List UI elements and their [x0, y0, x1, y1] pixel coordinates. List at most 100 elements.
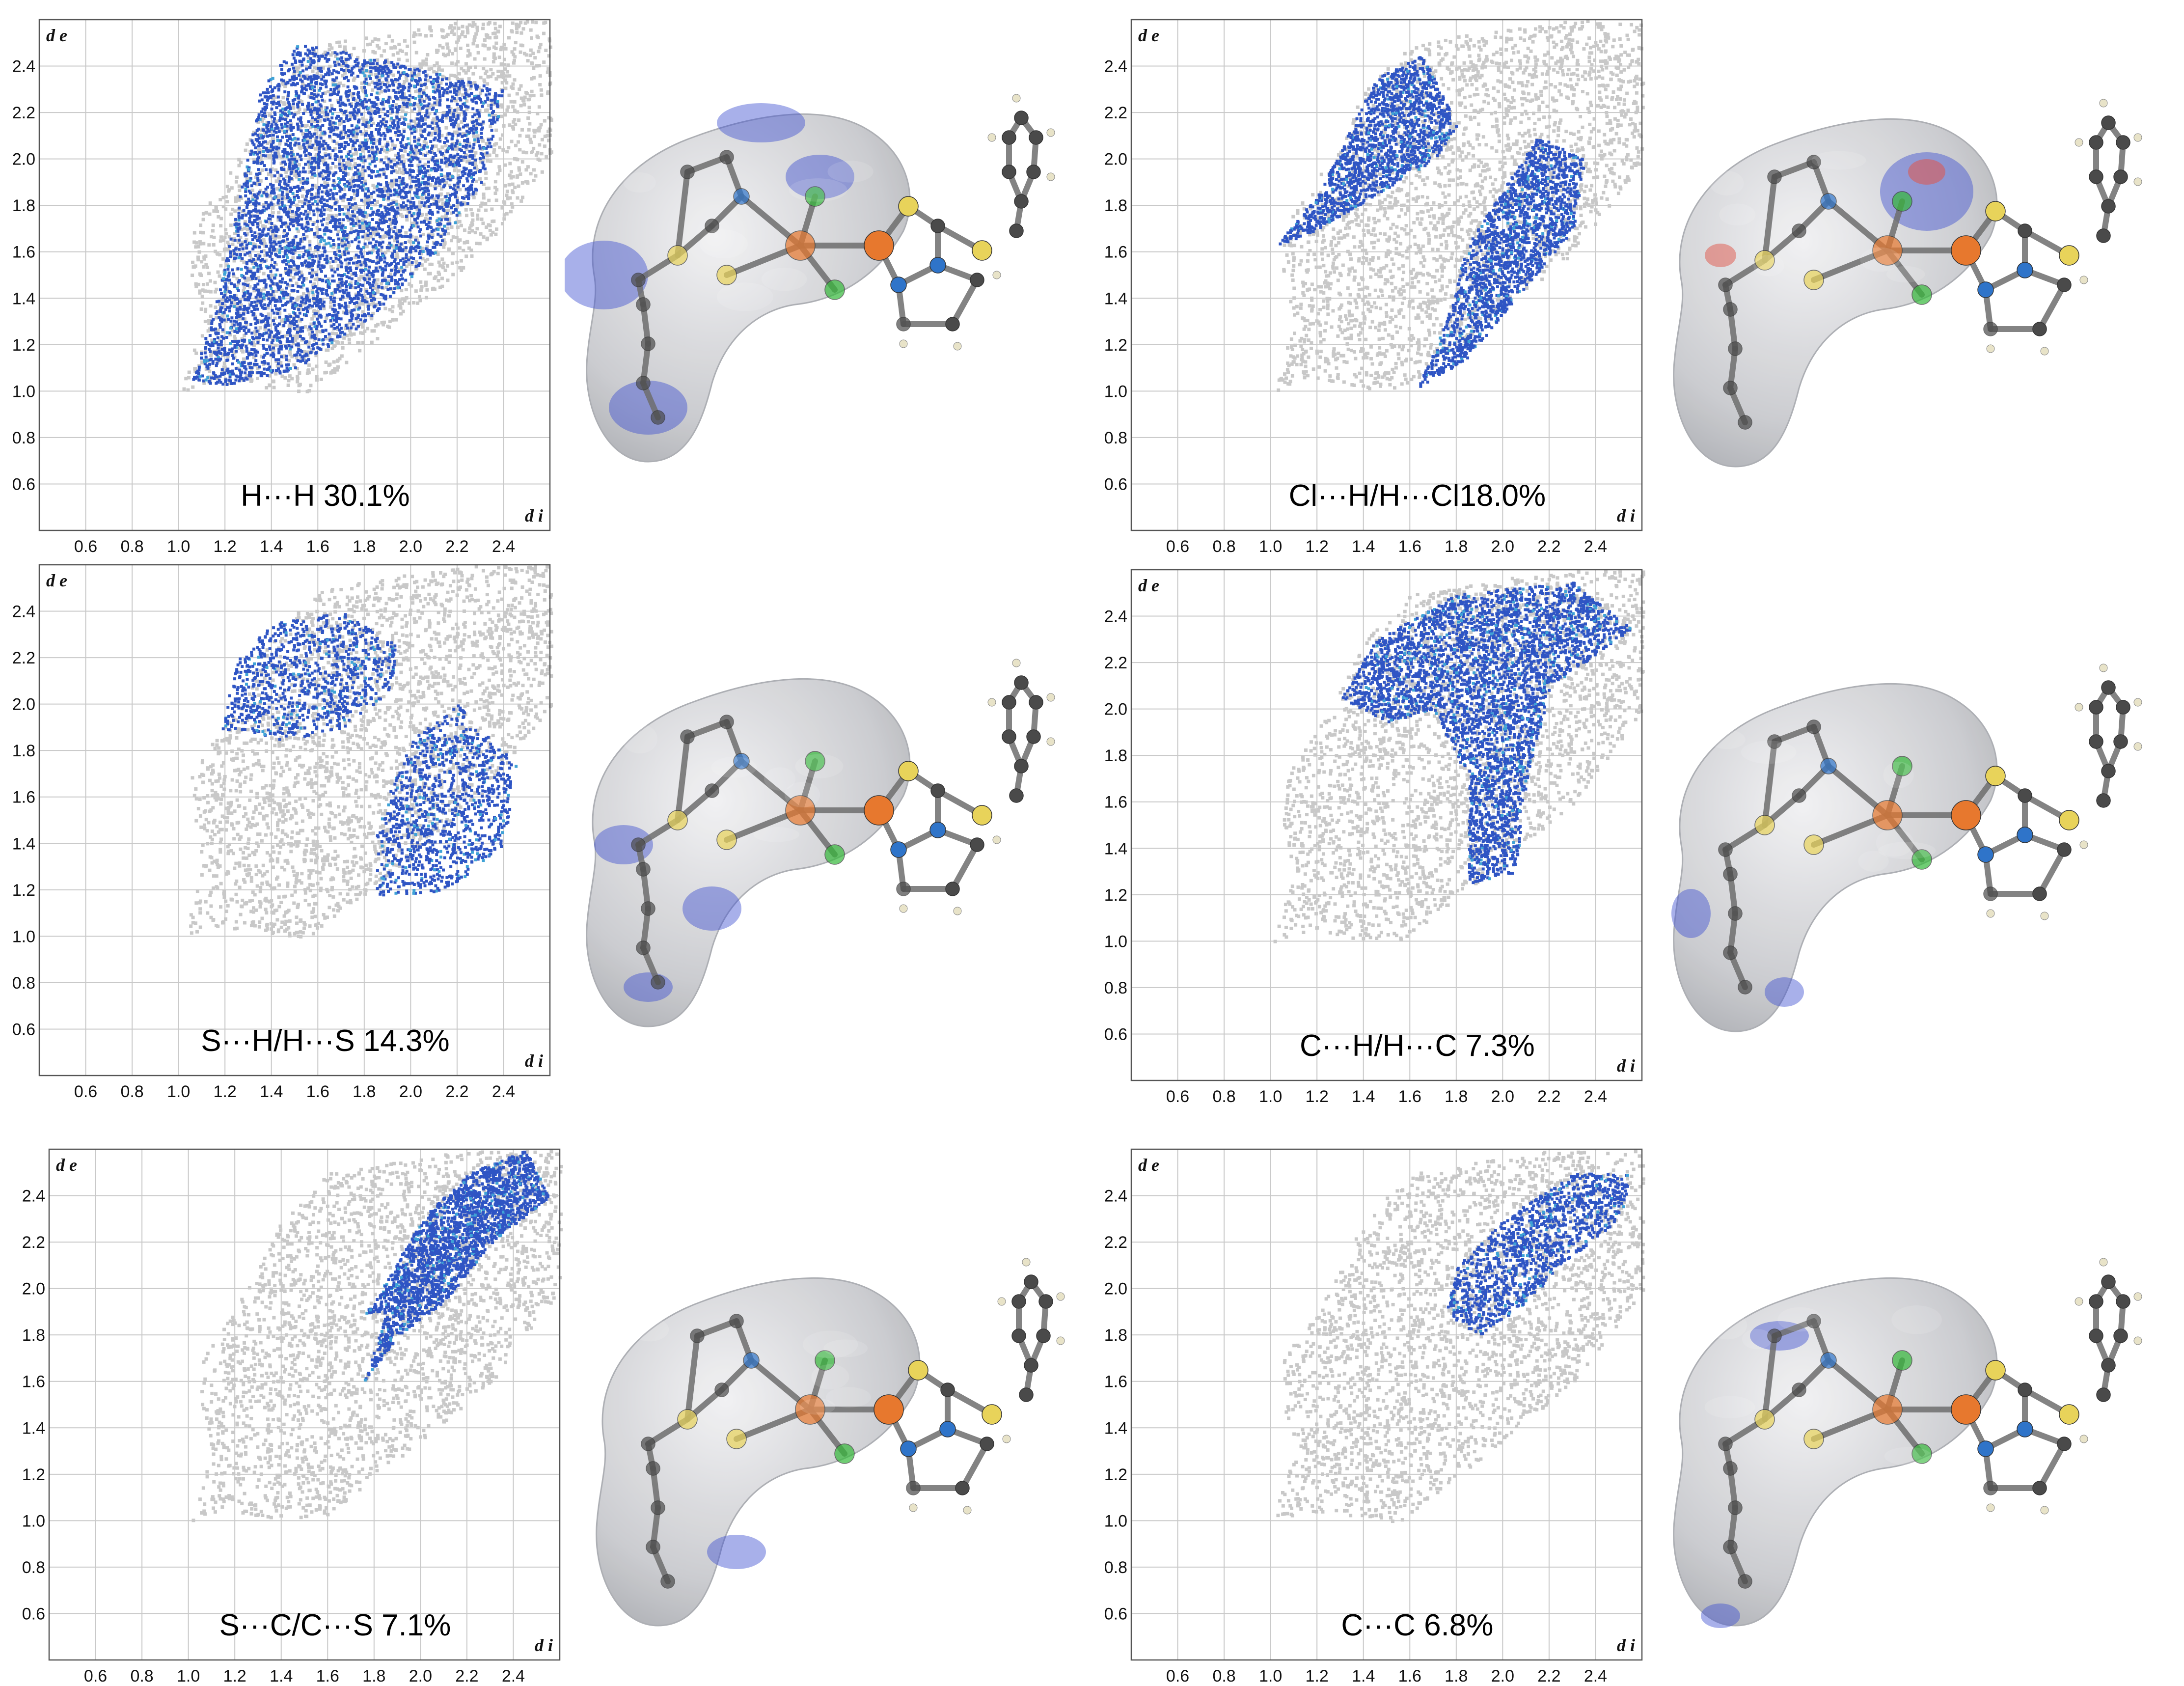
- background-point: [239, 303, 243, 307]
- background-point: [221, 353, 225, 357]
- contact-point: [404, 66, 407, 70]
- contact-point: [352, 130, 355, 134]
- background-point: [458, 238, 462, 242]
- background-point: [182, 387, 186, 391]
- background-point: [480, 138, 484, 141]
- contact-point: [476, 138, 480, 141]
- background-point: [358, 349, 362, 353]
- contact-point: [203, 359, 206, 362]
- contact-point: [313, 312, 317, 315]
- background-point: [451, 273, 455, 276]
- background-point: [404, 231, 408, 235]
- contact-point: [404, 170, 408, 174]
- background-point: [367, 83, 371, 86]
- contact-point: [353, 185, 356, 188]
- background-point: [252, 158, 256, 162]
- contact-point: [303, 146, 306, 149]
- background-point: [461, 93, 465, 97]
- background-point: [238, 189, 242, 193]
- contact-point: [296, 103, 299, 106]
- contact-point: [278, 218, 282, 221]
- background-point: [272, 137, 275, 141]
- background-point: [525, 180, 529, 184]
- background-point: [511, 86, 515, 90]
- background-point: [352, 208, 356, 212]
- contact-point: [309, 351, 312, 355]
- contact-point: [397, 134, 400, 137]
- background-point: [513, 109, 517, 112]
- background-point: [284, 197, 288, 201]
- contact-point: [355, 261, 358, 264]
- contact-point: [328, 205, 331, 208]
- background-point: [349, 214, 353, 218]
- contact-point: [235, 349, 238, 353]
- contact-point: [301, 205, 304, 208]
- background-point: [328, 208, 332, 212]
- background-point: [447, 219, 451, 223]
- contact-point: [247, 353, 251, 357]
- contact-point: [480, 100, 483, 104]
- background-point: [193, 369, 197, 373]
- background-point: [352, 164, 356, 168]
- background-point: [502, 57, 506, 61]
- background-point: [526, 59, 530, 63]
- contact-point: [202, 379, 205, 383]
- contact-point: [260, 134, 263, 138]
- contact-point: [219, 340, 223, 343]
- contact-point: [371, 260, 375, 263]
- background-point: [344, 132, 348, 136]
- contact-point: [334, 318, 338, 321]
- contact-point: [432, 228, 435, 232]
- background-point: [194, 241, 198, 245]
- contact-point: [250, 301, 253, 304]
- contact-point: [248, 226, 252, 230]
- contact-point: [283, 125, 287, 128]
- background-point: [288, 273, 292, 277]
- contact-point: [232, 296, 235, 300]
- contact-point: [381, 271, 384, 274]
- contact-point: [315, 273, 319, 276]
- contact-point: [297, 172, 300, 175]
- background-point: [370, 329, 374, 333]
- contact-point: [310, 135, 314, 138]
- background-point: [261, 115, 265, 119]
- background-point: [268, 323, 272, 327]
- background-point: [511, 105, 515, 109]
- contact-point: [260, 305, 264, 309]
- contact-point: [395, 193, 399, 196]
- background-point: [516, 23, 519, 27]
- contact-point: [297, 101, 300, 104]
- background-point: [314, 271, 318, 275]
- background-point: [532, 76, 536, 80]
- background-point: [465, 241, 469, 245]
- background-point: [434, 126, 437, 130]
- contact-point: [231, 354, 235, 358]
- contact-point: [355, 267, 358, 271]
- contact-point: [249, 177, 252, 180]
- contact-point: [267, 91, 270, 94]
- background-point: [433, 64, 437, 68]
- contact-point: [276, 95, 280, 99]
- background-point: [293, 215, 297, 219]
- background-point: [230, 329, 234, 332]
- contact-point: [313, 172, 316, 175]
- contact-point: [395, 244, 398, 248]
- background-point: [340, 64, 344, 68]
- contact-point: [271, 88, 274, 91]
- background-point: [484, 208, 488, 212]
- contact-point: [255, 362, 259, 366]
- background-point: [219, 217, 223, 221]
- contact-point: [338, 218, 342, 221]
- background-point: [499, 103, 503, 107]
- background-point: [214, 249, 218, 253]
- background-point: [344, 60, 348, 64]
- background-point: [307, 154, 311, 158]
- background-point: [452, 160, 456, 164]
- background-point: [527, 97, 531, 101]
- background-point: [449, 158, 453, 162]
- background-point: [331, 246, 335, 249]
- background-point: [500, 69, 504, 73]
- background-point: [417, 110, 421, 114]
- background-point: [439, 81, 443, 85]
- background-point: [206, 289, 210, 293]
